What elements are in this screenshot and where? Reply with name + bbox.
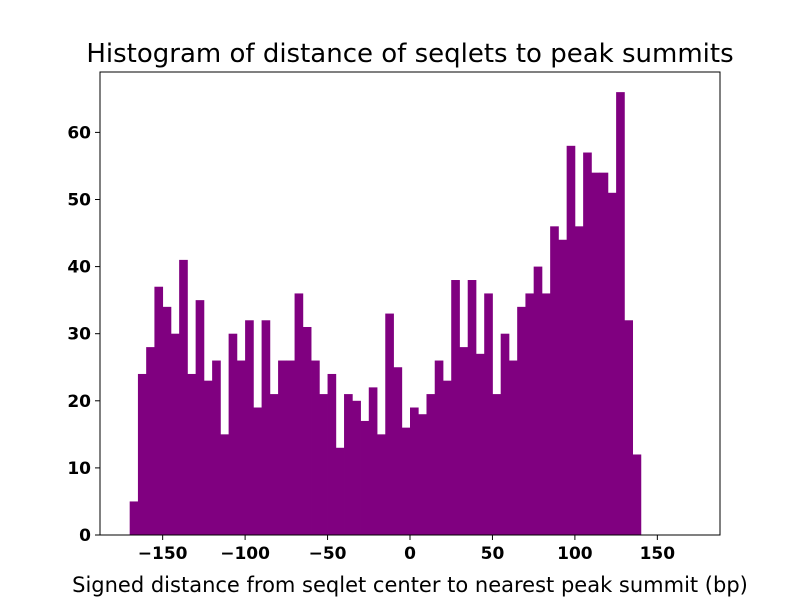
y-tick-label: 60	[67, 123, 91, 143]
x-tick-label: 0	[404, 544, 416, 564]
histogram-bar	[236, 360, 246, 535]
histogram-bar	[154, 286, 164, 535]
histogram-bar	[459, 347, 469, 535]
histogram-bar	[632, 454, 642, 535]
histogram-bar	[533, 266, 543, 535]
y-tick-label: 10	[67, 459, 91, 479]
histogram-bar	[278, 360, 287, 535]
histogram-bar	[525, 293, 535, 535]
histogram-bar	[426, 394, 436, 535]
chart-title: Histogram of distance of seqlets to peak…	[86, 39, 733, 69]
histogram-bar	[550, 226, 559, 536]
x-tick-label: 150	[640, 544, 676, 564]
histogram-bar	[162, 306, 172, 535]
histogram-bar	[311, 360, 320, 535]
histogram-bar	[517, 306, 526, 535]
histogram-bar	[558, 239, 568, 536]
histogram-bar	[327, 373, 337, 535]
histogram-bar	[492, 394, 502, 535]
histogram-bar	[352, 400, 361, 535]
x-axis-label: Signed distance from seqlet center to ne…	[72, 573, 748, 597]
histogram-bar	[170, 333, 180, 535]
histogram-bar	[220, 434, 230, 535]
y-tick-label: 0	[79, 526, 91, 546]
histogram-bar	[269, 394, 279, 535]
histogram-bar	[607, 192, 617, 536]
histogram-bar	[368, 387, 378, 535]
y-tick-label: 40	[67, 258, 91, 278]
histogram-bar	[583, 152, 592, 536]
histogram-bar	[418, 414, 427, 535]
histogram-bar	[393, 367, 403, 535]
histogram-bar	[574, 226, 584, 536]
histogram-bar	[451, 280, 460, 535]
histogram-bar	[319, 394, 328, 535]
y-axis: 0 10 20 30 40 50 60	[67, 123, 100, 546]
histogram-bar	[500, 333, 510, 535]
histogram-bar	[401, 427, 411, 535]
y-tick-label: 50	[67, 190, 91, 210]
histogram-bar	[508, 360, 518, 535]
histogram-bar	[137, 373, 147, 535]
bars-group	[129, 92, 642, 536]
x-tick-label: −150	[138, 544, 188, 564]
histogram-bar	[179, 259, 188, 535]
x-tick-label: −50	[309, 544, 347, 564]
histogram-bar	[203, 380, 213, 535]
y-tick-label: 20	[67, 392, 91, 412]
x-axis: −150 −100 −50 0 50 100 150	[138, 535, 675, 564]
y-tick-label: 30	[67, 325, 91, 345]
x-tick-label: 100	[557, 544, 593, 564]
histogram-bar	[475, 353, 485, 535]
histogram-bar	[294, 293, 304, 535]
histogram-bar	[484, 293, 493, 535]
histogram-bar	[591, 172, 601, 536]
histogram-bar	[212, 360, 221, 535]
histogram-bar	[360, 420, 370, 535]
histogram-bar	[434, 360, 444, 535]
histogram-bar	[599, 172, 609, 536]
histogram-bar	[245, 320, 254, 535]
x-tick-label: −100	[220, 544, 270, 564]
histogram-bar	[146, 347, 155, 535]
histogram-bar	[129, 501, 139, 535]
histogram-bar	[253, 407, 262, 535]
histogram-bar	[344, 394, 353, 535]
histogram-bar	[467, 280, 477, 535]
histogram-bar	[286, 360, 295, 535]
histogram-bar	[385, 313, 394, 535]
histogram-bar	[335, 447, 345, 535]
histogram-bar	[410, 407, 419, 535]
histogram-bar	[616, 92, 625, 535]
histogram-bar	[624, 320, 634, 535]
histogram-bar	[261, 320, 271, 535]
x-tick-label: 50	[481, 544, 505, 564]
histogram-bar	[442, 380, 452, 535]
histogram-bar	[566, 145, 576, 536]
histogram-bar	[195, 300, 205, 535]
histogram-bar	[187, 373, 197, 535]
histogram-bar	[228, 333, 238, 535]
histogram-bar	[302, 326, 312, 535]
histogram-bar	[541, 293, 551, 535]
histogram-bar	[377, 434, 386, 535]
